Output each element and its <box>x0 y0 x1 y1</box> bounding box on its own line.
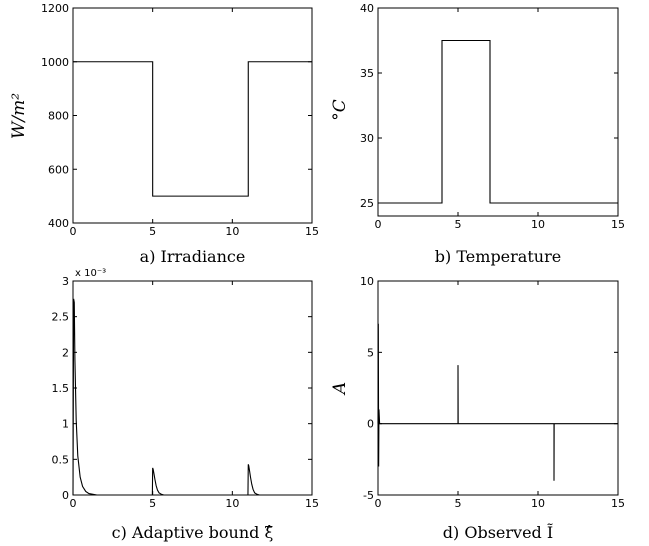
y-tick-label: 2.5 <box>52 311 70 324</box>
axes-frame <box>377 280 619 496</box>
x-tick-label: 5 <box>149 225 156 238</box>
x-tick-label: 5 <box>455 497 462 510</box>
y-tick-label: 1200 <box>41 2 69 15</box>
y-tick-label: 0 <box>62 489 69 502</box>
series-line-1 <box>72 298 312 496</box>
x-tick-label: 10 <box>225 497 239 510</box>
x-tick-label: 0 <box>70 225 77 238</box>
panel-caption: c) Adaptive bound ξ̂ <box>112 523 274 542</box>
x-tick-label: 10 <box>225 225 239 238</box>
x-tick-label: 15 <box>611 497 625 510</box>
axes-frame <box>72 7 313 224</box>
y-tick-label: 5 <box>367 346 374 359</box>
x-tick-label: 5 <box>149 497 156 510</box>
x-tick-label: 15 <box>305 497 319 510</box>
y-tick-label: 800 <box>48 110 69 123</box>
y-tick-label: 35 <box>360 67 374 80</box>
chart-panel-3: 0 5 10 15 0 0.5 1 1.5 2 2.5 3 c) Adaptive bound ξ̂ x… <box>52 268 320 542</box>
axes-frame <box>377 7 619 217</box>
series-line-1 <box>377 323 618 481</box>
chart-panel-1: 0 5 10 15 400 600 800 1000 1200 a) Irradiance W/m² <box>9 2 319 266</box>
y-tick-label: -5 <box>363 489 374 502</box>
y-tick-label: 40 <box>360 2 374 15</box>
y-tick-label: 25 <box>360 197 374 210</box>
y-tick-label: 400 <box>48 217 69 230</box>
panel-caption: a) Irradiance <box>140 247 246 266</box>
y-tick-label: 0.5 <box>52 453 70 466</box>
x-tick-label: 10 <box>531 218 545 231</box>
y-axis-multiplier: x 10⁻³ <box>75 268 106 279</box>
series-line-1 <box>73 61 312 197</box>
y-tick-label: 1000 <box>41 56 69 69</box>
y-tick-label: 1 <box>62 418 69 431</box>
x-tick-label: 15 <box>305 225 319 238</box>
y-axis-label: W/m² <box>9 93 29 139</box>
x-tick-label: 0 <box>375 218 382 231</box>
panel-caption: d) Observed Ĩ <box>443 522 553 542</box>
y-tick-label: 600 <box>48 163 69 176</box>
x-tick-label: 10 <box>531 497 545 510</box>
y-tick-label: 2 <box>62 346 69 359</box>
x-tick-label: 15 <box>611 218 625 231</box>
y-axis-label: °C <box>330 99 350 121</box>
x-tick-label: 0 <box>375 497 382 510</box>
x-tick-label: 0 <box>70 497 77 510</box>
y-tick-label: 3 <box>62 275 69 288</box>
x-tick-label: 5 <box>455 218 462 231</box>
y-tick-label: 10 <box>360 275 374 288</box>
y-axis-label: A <box>330 382 350 396</box>
series-line-1 <box>378 39 618 204</box>
y-tick-label: 30 <box>360 132 374 145</box>
y-tick-label: 0 <box>367 418 374 431</box>
chart-panel-2: 0 5 10 15 25 30 35 40 b) Temperature °C <box>330 2 625 266</box>
axes-frame <box>72 280 313 496</box>
panel-caption: b) Temperature <box>435 247 561 266</box>
y-tick-label: 1.5 <box>52 382 70 395</box>
